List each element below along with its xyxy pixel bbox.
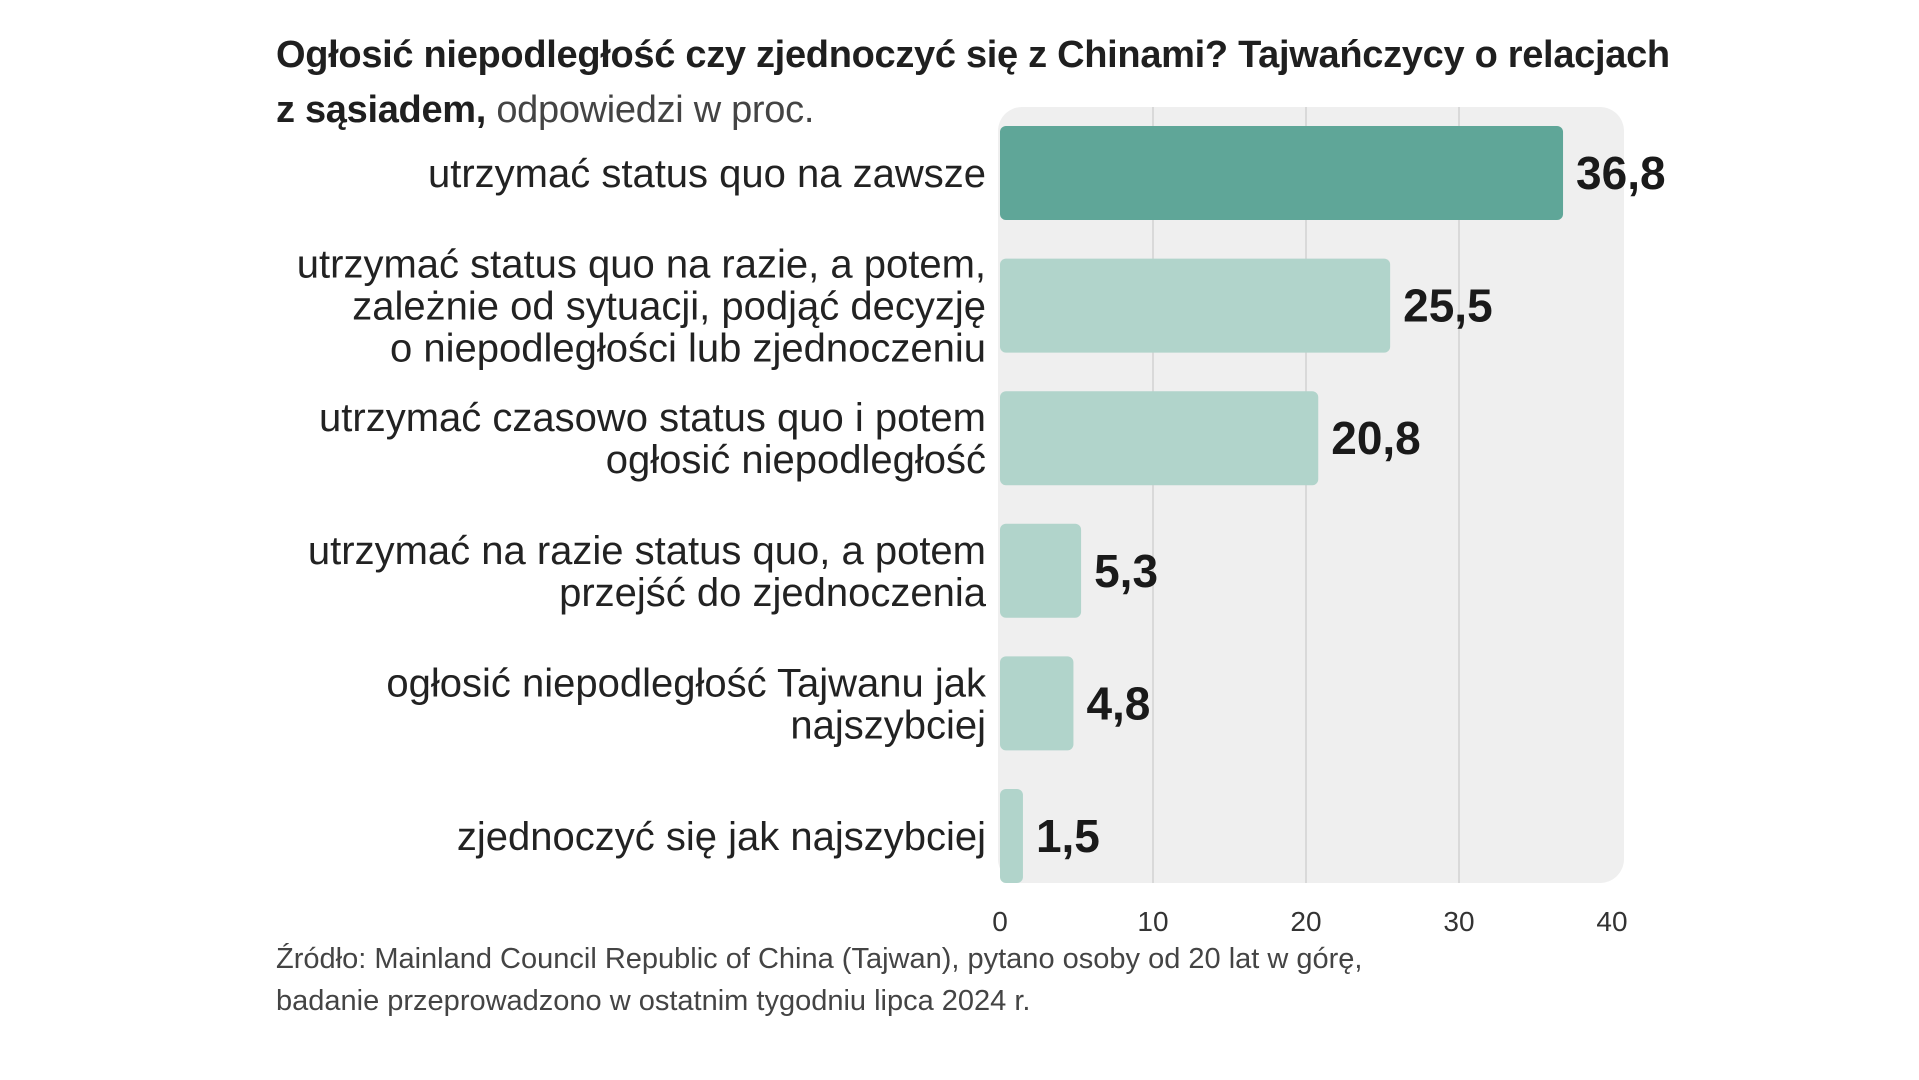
x-tick-label-0: 0: [992, 906, 1008, 937]
category-label-1: utrzymać status quo na razie, a potem, za…: [297, 243, 986, 371]
chart-title: Ogłosić niepodległość czy zjednoczyć się…: [276, 28, 1696, 138]
plot-background: [998, 107, 1624, 883]
x-tick-label-40: 40: [1596, 906, 1627, 937]
x-tick-label-20: 20: [1290, 906, 1321, 937]
bar-5: [1000, 789, 1023, 883]
category-label-3-line-1: przejść do zjednoczenia: [559, 571, 987, 615]
bar-2: [1000, 391, 1319, 486]
value-label-2: 20,8: [1331, 412, 1421, 464]
category-label-3-line-0: utrzymać na razie status quo, a potem: [308, 529, 986, 573]
value-label-0: 36,8: [1576, 147, 1666, 199]
category-label-0: utrzymać status quo na zawsze: [428, 152, 986, 196]
bar-1: [1000, 258, 1391, 353]
x-tick-label-30: 30: [1443, 906, 1474, 937]
chart-title-bold: Ogłosić niepodległość czy zjednoczyć się…: [276, 34, 1670, 131]
category-label-4: ogłosić niepodległość Tajwanu jak najszyb…: [386, 661, 987, 747]
bar-0: [1000, 126, 1564, 220]
value-label-5: 1,5: [1036, 810, 1100, 862]
value-label-3: 5,3: [1094, 545, 1158, 597]
category-label-5-line-0: zjednoczyć się jak najszybciej: [457, 815, 986, 859]
source-line-2: badanie przeprowadzono w ostatnim tygodn…: [276, 985, 1031, 1017]
category-label-0-line-0: utrzymać status quo na zawsze: [428, 152, 986, 196]
value-label-1: 25,5: [1403, 280, 1493, 332]
category-label-4-line-1: najszybciej: [790, 703, 986, 747]
x-tick-label-10: 10: [1137, 906, 1168, 937]
category-label-1-line-2: o niepodległości lub zjednoczeniu: [390, 327, 986, 371]
bar-3: [1000, 523, 1082, 618]
category-label-5: zjednoczyć się jak najszybciej: [457, 815, 986, 859]
bar-4: [1000, 656, 1074, 751]
category-label-2-line-0: utrzymać czasowo status quo i potem: [319, 396, 986, 440]
category-label-3: utrzymać na razie status quo, a potem prz…: [308, 529, 987, 615]
category-label-4-line-0: ogłosić niepodległość Tajwanu jak: [386, 661, 987, 705]
source-line-1: Źródło: Mainland Council Republic of Chi…: [276, 943, 1363, 975]
category-label-2-line-1: ogłosić niepodległość: [606, 438, 986, 482]
category-label-2: utrzymać czasowo status quo i potem ogłos…: [319, 396, 986, 482]
category-label-1-line-0: utrzymać status quo na razie, a potem,: [297, 243, 986, 287]
value-label-4: 4,8: [1086, 677, 1150, 729]
chart-title-subtitle: odpowiedzi w proc.: [496, 89, 815, 131]
category-label-1-line-1: zależnie od sytuacji, podjąć decyzję: [352, 285, 986, 329]
source-note: Źródło: Mainland Council Republic of Chi…: [276, 938, 1576, 1022]
